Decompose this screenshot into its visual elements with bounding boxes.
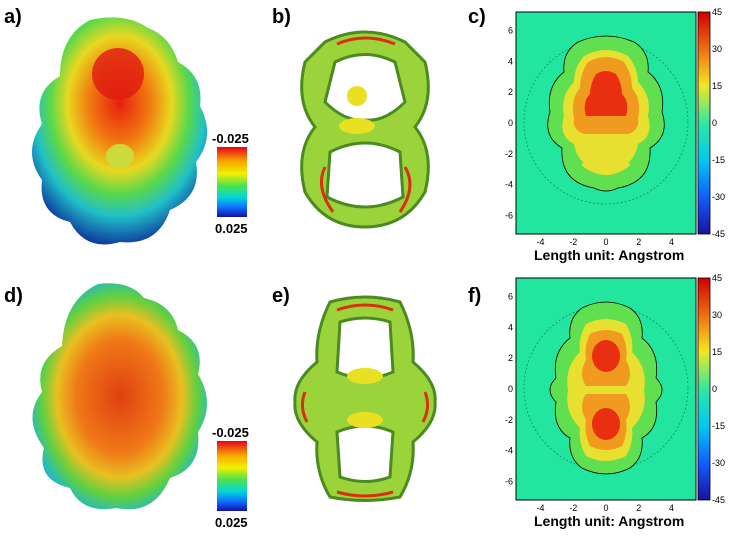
scale-top-d: -0.025 <box>212 425 249 440</box>
current-density-b <box>300 30 430 229</box>
ytick-label-f: 4 <box>508 322 513 332</box>
colorbar-tick-label-f: 30 <box>712 310 722 320</box>
current-density-e <box>293 295 437 502</box>
colorbar-tick-label-c: 0 <box>712 118 717 128</box>
colorbar-f <box>697 277 711 501</box>
ytick-label-c: 2 <box>508 87 513 97</box>
scale-top-a: -0.025 <box>212 131 249 146</box>
xtick-label-c: 0 <box>603 237 608 247</box>
xtick-label-f: -2 <box>569 503 577 513</box>
esp-surface-d <box>32 283 207 510</box>
panel-label-f: f) <box>468 285 482 307</box>
ytick-label-c: 4 <box>508 56 513 66</box>
colorbar-tick-label-f: -45 <box>712 495 725 505</box>
ytick-label-f: -6 <box>505 477 513 487</box>
xtick-label-f: 0 <box>603 503 608 513</box>
colorbar-tick-label-f: 45 <box>712 273 722 283</box>
colorbar-tick-label-c: -15 <box>712 155 725 165</box>
xtick-label-f: 2 <box>636 503 641 513</box>
colorbar-tick-label-f: -30 <box>712 458 725 468</box>
xtick-label-c: -2 <box>569 237 577 247</box>
colorbar-tick-label-c: 15 <box>712 81 722 91</box>
xtick-label-c: 4 <box>669 237 674 247</box>
contour-plot-f: -4 -2 0 2 4 6 4 2 0 -2 -4 -6 45 30 15 0 -15 -30 -45 <box>505 273 725 513</box>
xtick-label-f: 4 <box>669 503 674 513</box>
xtick-label-f: -4 <box>537 503 545 513</box>
scale-bottom-a: 0.025 <box>215 221 248 236</box>
xlabel-c: Length unit: Angstrom <box>534 247 685 263</box>
colorbar-tick-label-f: 0 <box>712 384 717 394</box>
ytick-label-c: -4 <box>505 180 513 190</box>
ytick-label-f: -4 <box>505 446 513 456</box>
ytick-label-c: 6 <box>508 26 513 36</box>
colorbar-tick-label-c: -45 <box>712 229 725 239</box>
ytick-label-c: 0 <box>508 118 513 128</box>
colorbar-tick-label-f: -15 <box>712 421 725 431</box>
ytick-label-f: 0 <box>508 384 513 394</box>
plot-area-c <box>515 11 697 235</box>
ytick-label-f: 2 <box>508 353 513 363</box>
colorbar-tick-label-c: 30 <box>712 44 722 54</box>
colorbar-a <box>217 147 247 217</box>
ytick-label-c: -2 <box>505 149 513 159</box>
ytick-label-f: -2 <box>505 415 513 425</box>
xtick-label-c: 2 <box>636 237 641 247</box>
colorbar-tick-label-c: -30 <box>712 192 725 202</box>
panel-label-d: d) <box>4 285 23 307</box>
xlabel-f: Length unit: Angstrom <box>534 513 685 529</box>
panel-label-a: a) <box>4 6 22 28</box>
scale-bottom-d: 0.025 <box>215 515 248 530</box>
colorbar-d <box>217 441 247 511</box>
ytick-label-c: -6 <box>505 211 513 221</box>
ytick-label-f: 6 <box>508 292 513 302</box>
panel-label-c: c) <box>468 6 486 28</box>
colorbar-c <box>697 11 711 235</box>
panel-label-e: e) <box>272 285 290 307</box>
contour-plot-c: -4 -2 0 2 4 6 4 2 0 -2 -4 -6 45 30 15 0 -15 -30 -45 <box>505 7 725 247</box>
esp-surface-a <box>32 17 208 245</box>
panel-label-b: b) <box>272 6 291 28</box>
xtick-label-c: -4 <box>537 237 545 247</box>
colorbar-tick-label-f: 15 <box>712 347 722 357</box>
colorbar-tick-label-c: 45 <box>712 7 722 17</box>
plot-area-f <box>515 277 697 501</box>
